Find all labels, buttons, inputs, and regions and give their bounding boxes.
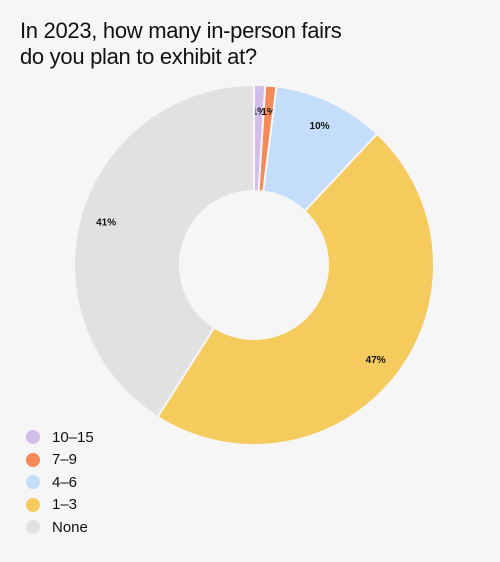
chart-title-line-1: In 2023, how many in-person fairs: [20, 18, 342, 43]
legend-label: None: [52, 518, 88, 536]
legend-item-1–3: 1–3: [26, 494, 94, 517]
slice-label-1–3: 47%: [366, 355, 386, 366]
legend-swatch: [26, 497, 40, 512]
legend-swatch: [26, 520, 40, 535]
legend-item-10–15: 10–15: [26, 426, 94, 449]
legend-label: 4–6: [52, 473, 78, 491]
legend-item-4–6: 4–6: [26, 471, 94, 494]
legend-item-7–9: 7–9: [26, 449, 94, 472]
chart-title: In 2023, how many in-person fairs do you…: [20, 18, 480, 70]
legend-item-None: None: [26, 516, 94, 539]
slice-label-None: 41%: [96, 218, 116, 229]
chart-title-line-2: do you plan to exhibit at?: [20, 44, 257, 69]
slice-1–3: [156, 132, 435, 446]
legend-swatch: [26, 475, 40, 490]
legend-label: 7–9: [52, 451, 78, 469]
slice-label-10–15: 1%: [252, 107, 267, 118]
legend-label: 1–3: [52, 496, 78, 514]
legend-swatch: [26, 430, 40, 445]
slice-None: [73, 83, 255, 419]
legend-swatch: [26, 452, 40, 467]
slice-label-4–6: 10%: [310, 121, 330, 132]
chart-legend: 10–15 7–9 4–6 1–3 None: [26, 426, 94, 539]
legend-label: 10–15: [52, 428, 94, 446]
slice-label-7–9: 1%: [261, 107, 276, 118]
